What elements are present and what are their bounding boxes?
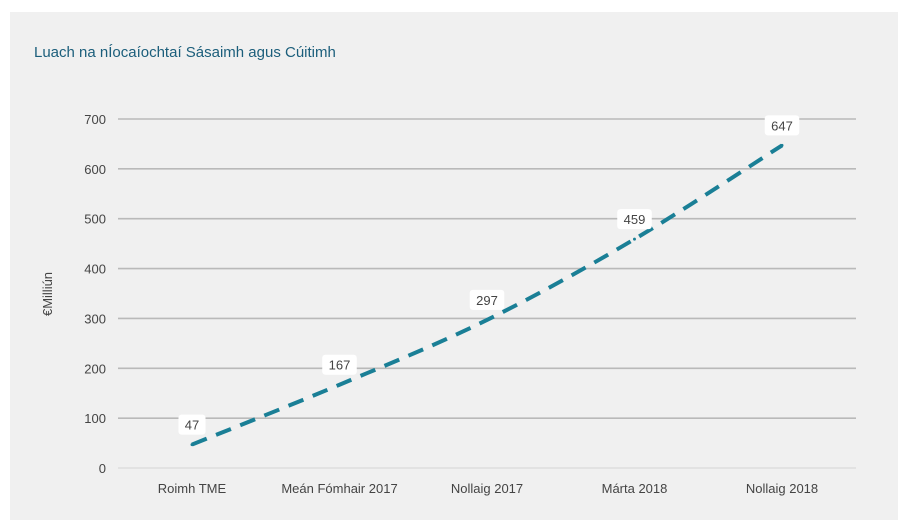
y-tick-label: 500: [84, 212, 106, 227]
data-point: [633, 237, 636, 241]
x-tick-label: Roimh TME: [158, 481, 227, 496]
data-point: [485, 318, 489, 322]
x-tick-label: Meán Fómhair 2017: [281, 481, 397, 496]
y-axis-label: €Milliún: [40, 272, 55, 316]
x-tick-label: Márta 2018: [602, 481, 668, 496]
data-label: 167: [322, 354, 357, 375]
data-label-box: [469, 289, 505, 310]
gridlines: [118, 118, 856, 469]
y-tick-label: 200: [84, 361, 106, 376]
data-label: 47: [178, 414, 206, 435]
x-tick-label: Nollaig 2018: [746, 481, 818, 496]
data-point: [780, 143, 784, 147]
data-label-box: [764, 115, 800, 136]
data-label: 297: [469, 289, 505, 310]
data-labels: 47 167 297 459 647: [178, 115, 800, 435]
y-tick-label: 400: [84, 262, 106, 277]
data-label-text: 47: [185, 418, 199, 433]
data-point: [190, 443, 194, 447]
data-label-text: 647: [771, 118, 793, 133]
y-tick-label: 0: [99, 461, 106, 476]
data-label: 459: [617, 209, 652, 230]
chart-panel: Luach na nÍocaíochtaí Sásaimh agus Cúiti…: [10, 12, 898, 520]
y-tick-label: 300: [84, 311, 106, 326]
y-tick-label: 600: [84, 162, 106, 177]
data-label-text: 167: [329, 358, 351, 373]
data-label-text: 297: [476, 293, 498, 308]
y-tick-label: 100: [84, 411, 106, 426]
x-tick-label: Nollaig 2017: [451, 481, 523, 496]
data-label: 647: [764, 115, 800, 136]
series-group: [190, 143, 784, 447]
data-label-box: [617, 209, 652, 230]
y-tick-label: 700: [84, 112, 106, 127]
data-label-box: [322, 354, 357, 375]
chart-title: Luach na nÍocaíochtaí Sásaimh agus Cúiti…: [34, 44, 336, 61]
data-label-box: [178, 414, 206, 435]
x-axis-ticks: Roimh TME Meán Fómhair 2017 Nollaig 2017 Má…: [158, 481, 818, 496]
y-axis-ticks: 0 100 200 300 400 500 600 700: [84, 112, 106, 476]
data-label-text: 459: [624, 212, 646, 227]
data-point: [338, 383, 341, 387]
